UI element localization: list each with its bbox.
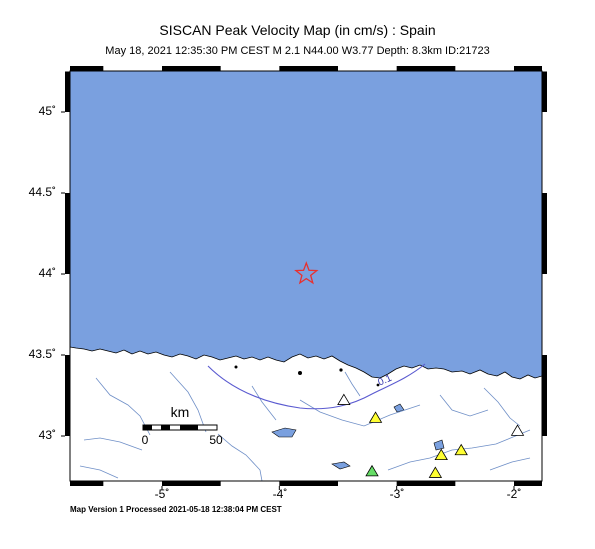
epicenter-star-icon[interactable] [294,261,319,285]
map-area: 0.1 [70,71,542,481]
station-triangle-icon[interactable] [428,466,443,478]
lat-label-45: 45˚ [39,104,56,118]
lat-label-43-5: 43.5˚ [29,347,56,361]
contour-line [207,363,426,410]
station-triangle-icon[interactable] [365,464,379,477]
contour-label: 0.1 [376,373,394,389]
lon-label-minus-4: -4˚ [273,487,288,501]
station-triangle-icon[interactable] [368,411,383,423]
lat-label-44-5: 44.5˚ [29,185,56,199]
frame-ticks [61,66,547,490]
station-triangle-icon[interactable] [337,393,351,405]
lat-label-44: 44˚ [39,266,56,280]
scale-bar: km 0 50 [142,404,223,447]
rivers [79,371,531,481]
station-markers [337,393,525,478]
station-triangle-icon[interactable] [454,443,468,456]
scale-start-label: 0 [142,433,149,447]
map-title: SISCAN Peak Velocity Map (in cm/s) : Spa… [159,22,436,38]
scale-unit: km [171,404,190,420]
scale-end-label: 50 [209,433,223,447]
lon-label-minus-5: -5˚ [155,487,170,501]
sea [70,71,542,380]
event-details: May 18, 2021 12:35:30 PM CEST M 2.1 N44.… [105,45,490,57]
lon-label-minus-2: -2˚ [507,487,522,501]
lat-label-43: 43˚ [39,428,56,442]
station-triangle-icon[interactable] [510,424,525,436]
processing-footer: Map Version 1 Processed 2021-05-18 12:38… [70,505,282,514]
station-triangle-icon[interactable] [434,448,448,461]
lon-label-minus-3: -3˚ [390,487,405,501]
